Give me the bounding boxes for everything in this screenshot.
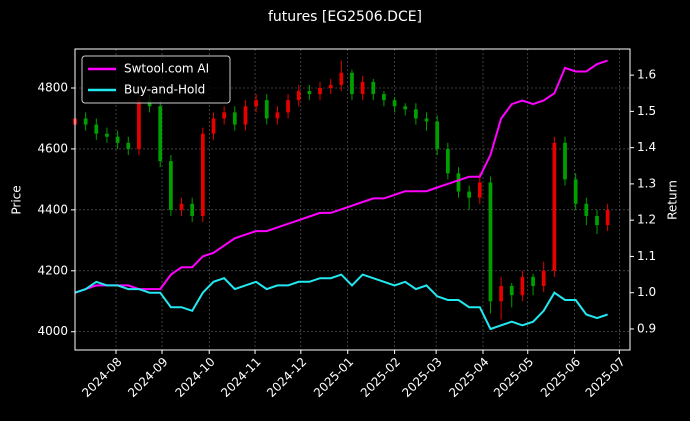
- candle-body: [435, 121, 440, 149]
- candle-body: [169, 161, 173, 210]
- candle-body: [232, 112, 237, 125]
- y2-tick-label: 1.2: [637, 213, 656, 227]
- candle-body: [477, 182, 482, 198]
- candle-body: [520, 276, 525, 296]
- candle-body: [424, 118, 429, 122]
- x-tick-label: 2025-07: [583, 355, 628, 400]
- y-axis-label: Price: [10, 185, 24, 214]
- y-tick-label: 4000: [37, 324, 68, 338]
- candle-body: [573, 179, 578, 204]
- candle-body: [328, 84, 333, 88]
- y2-tick-label: 1.6: [637, 68, 656, 82]
- x-tick-label: 2025-03: [399, 355, 444, 400]
- y-tick-label: 4800: [37, 80, 68, 94]
- candle-body: [552, 142, 557, 271]
- y-tick-label: 4600: [37, 141, 68, 155]
- candle-body: [595, 215, 599, 226]
- candle-body: [403, 106, 408, 110]
- x-tick-label: 2025-02: [358, 355, 403, 400]
- candle-body: [296, 91, 301, 101]
- y2-tick-label: 1.4: [637, 140, 656, 154]
- legend-box: [81, 55, 231, 104]
- x-tick-label: 2024-10: [172, 355, 217, 400]
- legend-label: Swtool.com AI: [124, 62, 209, 76]
- candle-body: [243, 106, 248, 125]
- candle-body: [605, 209, 610, 226]
- candle-body: [541, 270, 546, 287]
- candle-body: [222, 112, 227, 119]
- candle-body: [414, 109, 418, 119]
- candle-body: [105, 133, 109, 137]
- candle-body: [531, 276, 535, 287]
- candle-body: [350, 72, 354, 95]
- x-tick-label: 2024-08: [79, 355, 124, 400]
- candle-body: [126, 142, 131, 149]
- y2-tick-label: 1.1: [637, 249, 656, 263]
- x-tick-label: 2025-05: [491, 355, 536, 400]
- candle-body: [83, 118, 88, 125]
- line: [74, 59, 608, 294]
- candle-body: [509, 286, 514, 296]
- candle-body: [456, 173, 461, 192]
- candle-body: [499, 286, 503, 302]
- x-tick-label: 2024-12: [264, 355, 309, 400]
- candle-body: [286, 100, 290, 113]
- candle-body: [200, 133, 205, 216]
- candle-body: [275, 112, 280, 119]
- y2-tick-label: 1.0: [637, 285, 656, 299]
- y2-tick-label: 1.5: [637, 104, 656, 118]
- candle-body: [307, 91, 312, 95]
- candle-body: [254, 100, 258, 107]
- candle-body: [467, 191, 472, 198]
- x-tick-label: 2025-01: [311, 355, 356, 400]
- candle-body: [339, 72, 344, 85]
- x-tick-label: 2024-09: [125, 355, 170, 400]
- y2-tick-label: 1.3: [637, 176, 656, 190]
- candle-body: [445, 148, 450, 174]
- candle-body: [392, 100, 397, 107]
- x-tick-label: 2025-06: [538, 355, 583, 400]
- y-tick-label: 4200: [37, 263, 68, 277]
- candle-body: [211, 118, 216, 134]
- candle-body: [371, 81, 376, 95]
- candle-body: [190, 203, 195, 216]
- y2-tick-label: 0.9: [637, 321, 656, 335]
- candle-body: [179, 203, 184, 210]
- x-tick-label: 2025-04: [446, 355, 491, 400]
- candle-body: [137, 100, 141, 149]
- legend-label: Buy-and-Hold: [124, 83, 205, 97]
- chart-title: futures [EG2506.DCE]: [268, 9, 422, 25]
- candle-body: [318, 87, 322, 95]
- y-tick-label: 4400: [37, 202, 68, 216]
- line: [74, 273, 608, 331]
- candle-body: [360, 81, 365, 95]
- x-tick-label: 2024-11: [218, 355, 263, 400]
- y2-axis-label: Return: [666, 180, 680, 220]
- candle-body: [488, 182, 493, 302]
- candle-body: [115, 136, 120, 143]
- candle-body: [94, 124, 99, 134]
- candle-body: [584, 203, 589, 216]
- candle-body: [264, 100, 269, 119]
- plot-frame: [74, 48, 631, 351]
- candle-body: [563, 142, 567, 180]
- candle-body: [158, 106, 163, 162]
- candle-body: [382, 94, 386, 101]
